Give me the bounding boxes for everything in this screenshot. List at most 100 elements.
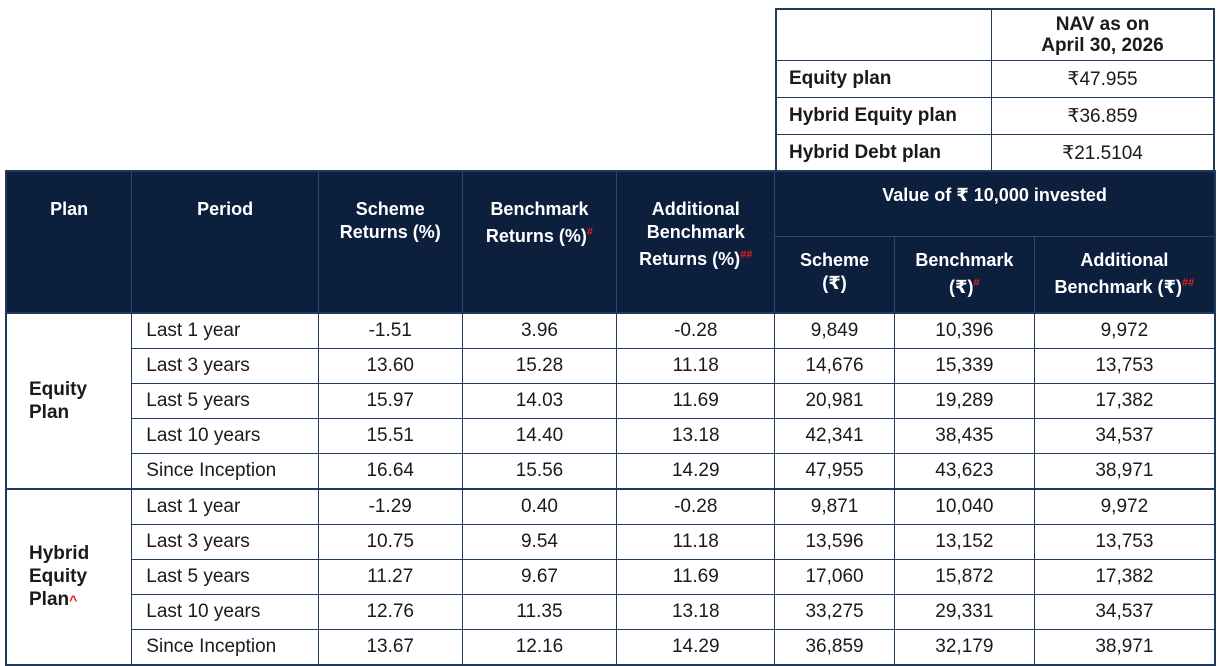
plan-cell-hybrid-equity: Hybrid Equity Plan^ <box>5 488 133 666</box>
benchmark-return-cell: 15.28 <box>461 348 618 384</box>
header-plan: Plan <box>5 170 133 314</box>
nav-value: ₹36.859 <box>991 97 1215 135</box>
header-value-additional: Additional Benchmark (₹)## <box>1033 236 1216 314</box>
value-scheme-cell: 33,275 <box>774 594 895 630</box>
value-benchmark-cell: 10,396 <box>893 312 1035 349</box>
value-additional-cell: 34,537 <box>1033 594 1216 630</box>
plan-cell-equity: Equity Plan <box>5 312 133 490</box>
value-benchmark-cell: 15,872 <box>893 559 1035 595</box>
header-text: Benchmark (₹) <box>1054 277 1183 297</box>
header-period: Period <box>131 170 319 314</box>
header-text: Returns (%) <box>339 222 441 242</box>
scheme-return-cell: 15.97 <box>317 383 463 419</box>
additional-return-cell: 11.69 <box>616 559 776 595</box>
scheme-return-cell: 13.60 <box>317 348 463 384</box>
scheme-return-cell: 13.67 <box>317 629 463 666</box>
scheme-return-cell: 10.75 <box>317 524 463 560</box>
value-scheme-cell: 9,849 <box>774 312 895 349</box>
period-cell: Last 5 years <box>131 383 319 419</box>
benchmark-return-cell: 9.54 <box>461 524 618 560</box>
value-benchmark-cell: 43,623 <box>893 453 1035 490</box>
header-text: Scheme <box>355 199 425 219</box>
table-row: Last 3 years 10.75 9.54 11.18 13,596 13,… <box>6 524 1216 560</box>
value-benchmark-cell: 29,331 <box>893 594 1035 630</box>
period-cell: Last 10 years <box>131 594 319 630</box>
plan-label: Hybrid <box>29 543 90 564</box>
value-additional-cell: 13,753 <box>1033 348 1216 384</box>
value-additional-cell: 13,753 <box>1033 524 1216 560</box>
header-text: Benchmark <box>646 222 745 242</box>
nav-value: ₹47.955 <box>991 60 1215 98</box>
period-cell: Since Inception <box>131 453 319 490</box>
header-value-group: Value of ₹ 10,000 invested <box>774 170 1216 237</box>
nav-row: Equity plan ₹47.955 <box>775 60 1215 98</box>
nav-plan-name: Hybrid Equity plan <box>775 97 992 135</box>
value-benchmark-cell: 13,152 <box>893 524 1035 560</box>
footnote-mark: ## <box>1182 277 1195 289</box>
value-benchmark-cell: 32,179 <box>893 629 1035 666</box>
additional-return-cell: 11.18 <box>616 348 776 384</box>
value-scheme-cell: 42,341 <box>774 418 895 454</box>
nav-header-blank-cell <box>775 8 992 61</box>
additional-return-cell: 14.29 <box>616 453 776 490</box>
nav-value: ₹21.5104 <box>991 134 1215 173</box>
nav-header-line1: NAV as on <box>1055 14 1150 35</box>
header-value-scheme: Scheme (₹) <box>774 236 895 314</box>
value-benchmark-cell: 15,339 <box>893 348 1035 384</box>
table-row: Last 3 years 13.60 15.28 11.18 14,676 15… <box>6 348 1216 384</box>
header-text: Returns (%) <box>485 226 587 246</box>
additional-return-cell: -0.28 <box>616 488 776 525</box>
header-text: Scheme <box>800 250 870 270</box>
nav-plan-name: Hybrid Debt plan <box>775 134 992 173</box>
value-scheme-cell: 17,060 <box>774 559 895 595</box>
header-text: Additional <box>651 199 740 219</box>
plan-label: Plan <box>29 402 70 423</box>
table-row: Hybrid Equity Plan^ Last 1 year -1.29 0.… <box>5 488 1216 666</box>
value-additional-cell: 38,971 <box>1033 453 1216 490</box>
period-cell: Last 1 year <box>131 312 319 349</box>
scheme-return-cell: -1.51 <box>317 312 463 349</box>
plan-label: Equity <box>29 379 88 400</box>
period-cell: Last 1 year <box>131 488 319 525</box>
header-text: (₹) <box>949 277 974 297</box>
header-value-benchmark: Benchmark (₹)# <box>893 236 1035 314</box>
additional-return-cell: 14.29 <box>616 629 776 666</box>
additional-return-cell: 13.18 <box>616 594 776 630</box>
table-row: Since Inception 16.64 15.56 14.29 47,955… <box>6 453 1216 490</box>
period-cell: Last 3 years <box>131 524 319 560</box>
benchmark-return-cell: 15.56 <box>461 453 618 490</box>
value-additional-cell: 9,972 <box>1033 312 1216 349</box>
value-additional-cell: 9,972 <box>1033 488 1216 525</box>
table-row: Last 5 years 15.97 14.03 11.69 20,981 19… <box>6 383 1216 419</box>
period-cell: Last 10 years <box>131 418 319 454</box>
plan-label: Plan <box>29 589 70 610</box>
value-additional-cell: 38,971 <box>1033 629 1216 666</box>
table-row: Last 10 years 15.51 14.40 13.18 42,341 3… <box>6 418 1216 454</box>
additional-return-cell: 11.69 <box>616 383 776 419</box>
scheme-return-cell: 11.27 <box>317 559 463 595</box>
period-cell: Last 3 years <box>131 348 319 384</box>
returns-header-row-2: Scheme (₹) Benchmark (₹)# Additional Ben… <box>6 236 1216 314</box>
table-row: Last 10 years 12.76 11.35 13.18 33,275 2… <box>6 594 1216 630</box>
benchmark-return-cell: 11.35 <box>461 594 618 630</box>
header-additional-benchmark-returns: Additional Benchmark Returns (%)## <box>616 170 776 314</box>
value-scheme-cell: 13,596 <box>774 524 895 560</box>
footnote-mark: ## <box>740 249 753 261</box>
footnote-mark: # <box>973 277 980 289</box>
benchmark-return-cell: 3.96 <box>461 312 618 349</box>
header-text: Benchmark <box>490 199 589 219</box>
nav-row: Hybrid Debt plan ₹21.5104 <box>775 134 1215 173</box>
value-scheme-cell: 14,676 <box>774 348 895 384</box>
nav-plan-name: Equity plan <box>775 60 992 98</box>
value-scheme-cell: 47,955 <box>774 453 895 490</box>
additional-return-cell: -0.28 <box>616 312 776 349</box>
returns-header-row-1: Plan Period Scheme Returns (%) Benchmark… <box>5 170 1216 314</box>
value-scheme-cell: 9,871 <box>774 488 895 525</box>
footnote-mark: ^ <box>69 592 78 608</box>
value-scheme-cell: 20,981 <box>774 383 895 419</box>
value-additional-cell: 34,537 <box>1033 418 1216 454</box>
additional-return-cell: 13.18 <box>616 418 776 454</box>
header-text: Returns (%) <box>639 249 741 269</box>
value-additional-cell: 17,382 <box>1033 383 1216 419</box>
returns-table: Plan Period Scheme Returns (%) Benchmark… <box>5 170 1216 666</box>
